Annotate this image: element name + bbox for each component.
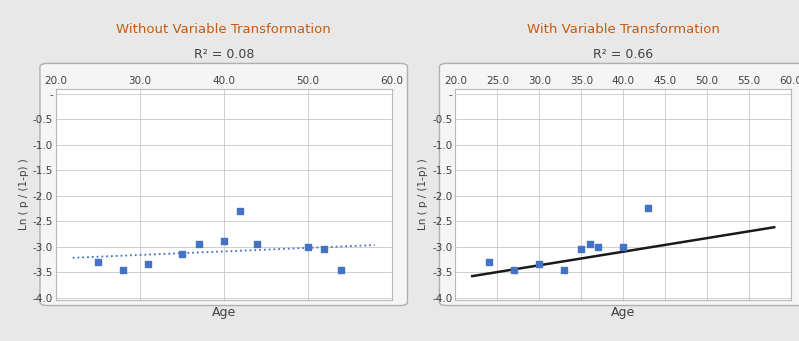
Point: [217, 239, 230, 244]
Point: [558, 267, 570, 272]
Point: [591, 244, 605, 249]
X-axis label: Age: Age: [611, 306, 635, 318]
Point: [117, 267, 129, 272]
Point: [318, 247, 331, 252]
Text: R² = 0.66: R² = 0.66: [593, 48, 654, 61]
Point: [533, 262, 546, 267]
Point: [176, 252, 189, 257]
Point: [192, 241, 205, 247]
Point: [575, 247, 588, 252]
Point: [617, 244, 630, 249]
Text: Without Variable Transformation: Without Variable Transformation: [117, 23, 331, 36]
Y-axis label: Ln ( p / (1-p) ): Ln ( p / (1-p) ): [418, 159, 428, 230]
Y-axis label: Ln ( p / (1-p) ): Ln ( p / (1-p) ): [18, 159, 29, 230]
Point: [142, 262, 155, 267]
X-axis label: Age: Age: [212, 306, 236, 318]
Point: [483, 259, 495, 265]
Point: [92, 259, 105, 265]
Point: [642, 206, 655, 211]
Point: [234, 208, 247, 214]
Text: With Variable Transformation: With Variable Transformation: [527, 23, 720, 36]
Point: [583, 241, 596, 247]
Point: [301, 244, 314, 249]
Text: R² = 0.08: R² = 0.08: [193, 48, 254, 61]
Point: [251, 241, 264, 247]
Point: [508, 267, 521, 272]
Point: [335, 267, 348, 272]
